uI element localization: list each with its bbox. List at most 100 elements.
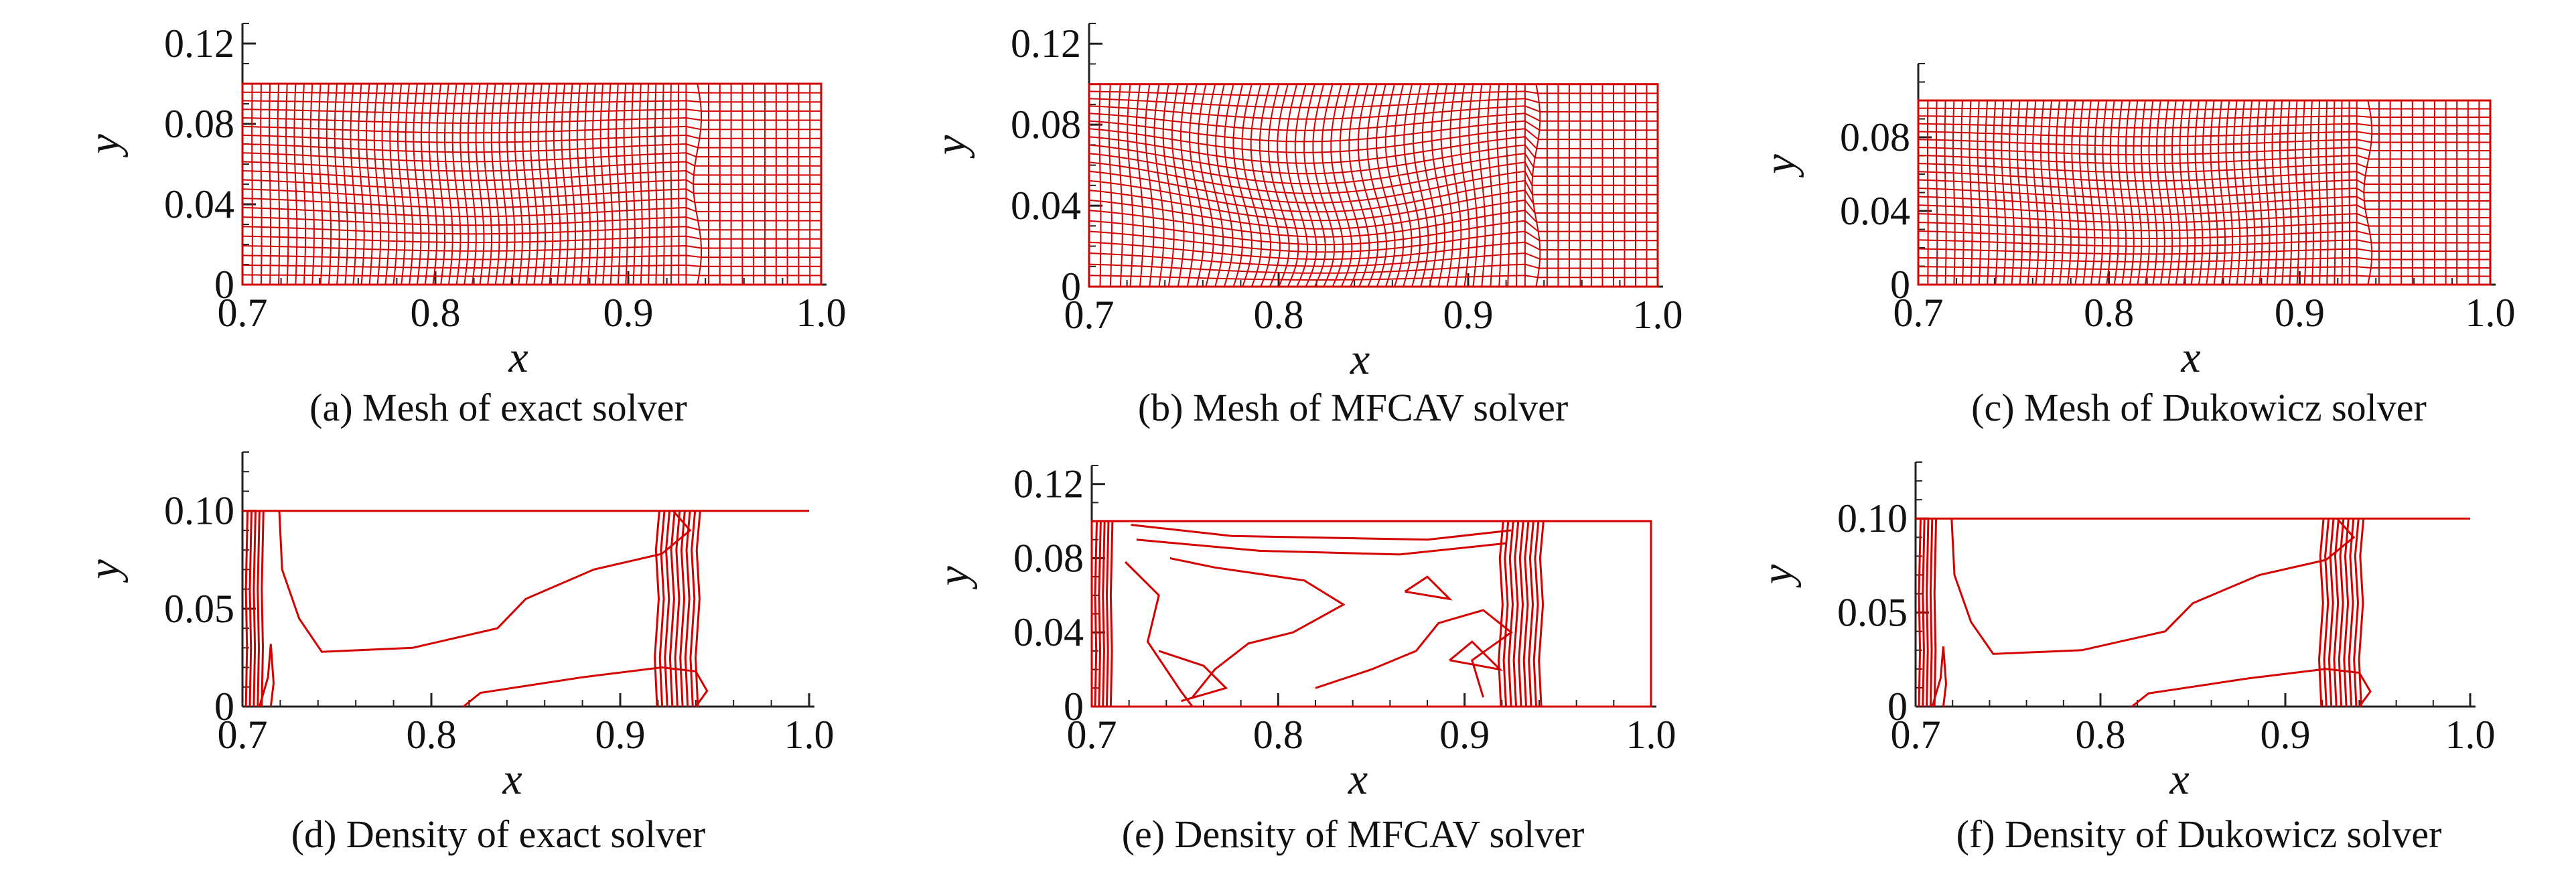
x-tick-label: 0.9 — [1443, 293, 1494, 337]
y-tick-label: 0 — [214, 263, 234, 307]
contour-line — [1169, 557, 1346, 699]
x-axis-label: x — [1350, 335, 1370, 384]
mesh-line — [293, 83, 298, 285]
mesh-line — [1918, 187, 2490, 199]
mesh-line — [1088, 220, 1658, 246]
mesh-line — [242, 188, 821, 200]
y-tick-label: 0.04 — [1840, 189, 1910, 233]
mesh-line — [1162, 84, 1175, 287]
left-wall-contour — [1109, 521, 1114, 707]
y-tick-label: 0.08 — [1013, 536, 1084, 580]
shock-contour — [1532, 520, 1540, 707]
mesh-line — [428, 83, 438, 285]
panel-f: 0.7 0.8 0.9 1.0 0 0.05 0.10 x y (f) Density of Du… — [1753, 461, 2496, 856]
mesh-line — [2210, 100, 2218, 285]
panel-caption: (f) Density of Dukowicz solver — [1956, 812, 2442, 856]
mesh-line — [537, 83, 546, 285]
mesh-line — [1918, 257, 2490, 263]
mesh-line — [1088, 252, 1658, 267]
y-tick-label: 0 — [1061, 265, 1081, 309]
y-tick-label: 0.12 — [164, 21, 234, 66]
left-wall-contour — [1929, 518, 1934, 707]
shock-contour — [2343, 518, 2350, 707]
left-wall-contour — [1094, 521, 1098, 707]
mesh-line — [242, 206, 821, 218]
mesh-line — [1088, 153, 1658, 185]
x-tick-label: 1.0 — [2465, 291, 2516, 335]
mesh-line — [506, 83, 516, 285]
mesh-line — [1936, 100, 1938, 285]
left-wall-contour — [248, 510, 253, 707]
shock-contour — [1512, 520, 1520, 707]
shock-contour — [1498, 520, 1504, 707]
mesh-line — [1918, 163, 2490, 173]
shock-contour — [2348, 518, 2355, 707]
mesh-line — [242, 161, 821, 172]
y-axis-label: y — [80, 134, 129, 158]
mesh-line — [2256, 100, 2263, 285]
mesh-line — [242, 100, 821, 104]
mesh-line — [1952, 100, 1956, 285]
mesh-line — [242, 244, 821, 252]
mesh-line — [366, 83, 373, 285]
mesh-boundary — [1088, 83, 1659, 288]
mesh-line — [242, 169, 821, 182]
mesh-line — [242, 125, 821, 134]
mesh-line — [301, 83, 307, 285]
mesh-line — [1918, 131, 2490, 138]
left-wall-contour — [253, 510, 257, 707]
mesh-line — [285, 83, 289, 285]
mesh-line — [242, 117, 821, 124]
panel-c: 0.7 0.8 0.9 1.0 0 0.04 0.08 x y (c) Mesh of Dukow… — [1756, 63, 2516, 429]
shock-contour — [2333, 518, 2340, 707]
x-tick-label: 1.0 — [796, 291, 847, 335]
mesh-line — [646, 83, 650, 285]
mesh-line — [1088, 230, 1658, 253]
left-wall-contour — [1102, 521, 1106, 707]
mesh-line — [530, 83, 539, 285]
contour-line — [258, 644, 275, 707]
mesh-line — [569, 83, 576, 285]
mesh-line — [421, 83, 430, 285]
mesh-boundary — [241, 82, 822, 286]
contour-line — [2131, 668, 2372, 708]
mesh-line — [1088, 263, 1658, 274]
mesh-line — [654, 83, 658, 285]
panel-d: 0.7 0.8 0.9 1.0 0 0.05 0.10 x y (d) Density of ex… — [80, 451, 835, 856]
x-tick-label: 0.8 — [1254, 293, 1304, 337]
x-tick-label: 1.0 — [2445, 713, 2496, 757]
mesh-line — [1285, 84, 1308, 287]
mesh-line — [2317, 100, 2321, 285]
mesh-line — [242, 108, 821, 115]
x-axis-label: x — [2169, 755, 2189, 804]
mesh-line — [2056, 100, 2064, 285]
y-tick-label: 0.08 — [164, 102, 234, 146]
mesh-line — [242, 91, 821, 94]
mesh-line — [498, 83, 508, 285]
mesh-line — [1088, 120, 1658, 143]
shock-contour — [679, 510, 686, 707]
shock-contour — [2323, 518, 2330, 707]
mesh-line — [623, 83, 628, 285]
left-wall-contour — [1098, 521, 1102, 707]
mesh-line — [358, 83, 365, 285]
y-tick-label: 0 — [1890, 263, 1910, 307]
mesh-line — [545, 83, 554, 285]
shock-contour — [1518, 520, 1524, 707]
x-tick-label: 0.8 — [2076, 713, 2126, 757]
mesh-line — [350, 83, 357, 285]
x-tick-label: 0.8 — [2084, 291, 2134, 335]
mesh-line — [1918, 213, 2490, 224]
mesh-line — [405, 83, 414, 285]
x-axis-label: x — [502, 755, 522, 804]
mesh-line — [2309, 100, 2314, 285]
left-wall-contour — [257, 510, 261, 707]
mesh-line — [2040, 100, 2048, 285]
mesh-grid — [1917, 99, 2492, 286]
mesh-line — [553, 83, 561, 285]
mesh-line — [1918, 239, 2490, 247]
density-contours — [1916, 517, 2470, 708]
mesh-line — [1088, 210, 1658, 238]
mesh-line — [1117, 84, 1123, 287]
panel-caption: (d) Density of exact solver — [291, 812, 705, 856]
